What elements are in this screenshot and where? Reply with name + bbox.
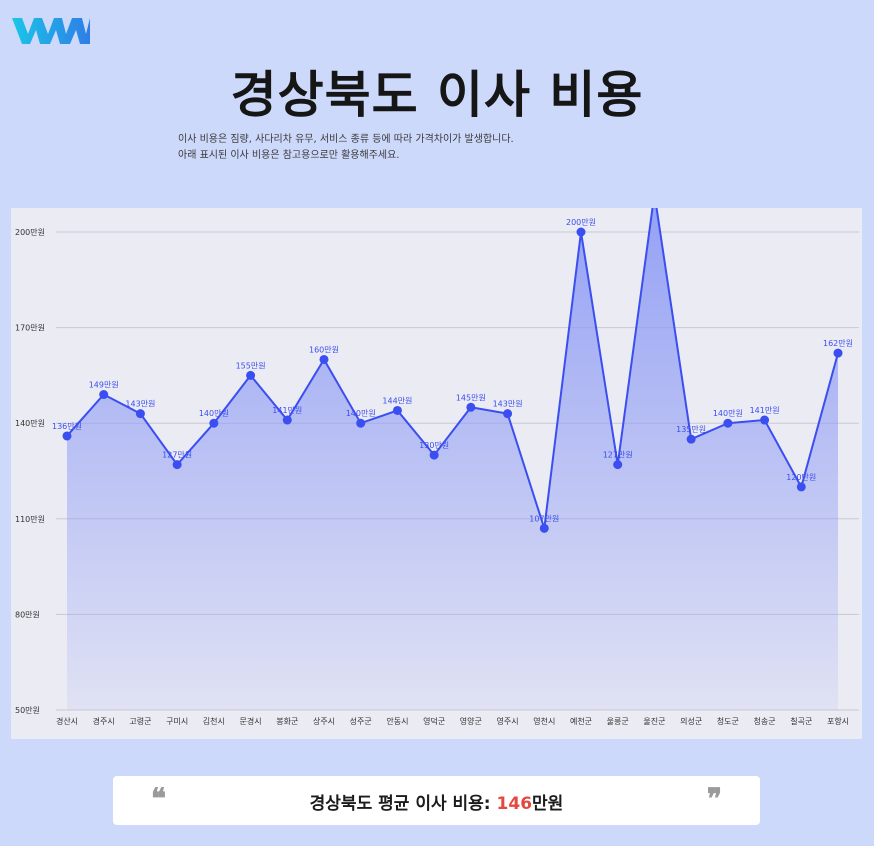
data-label: 140만원 bbox=[713, 409, 743, 418]
x-tick-label: 영주시 bbox=[497, 716, 519, 726]
x-tick-label: 문경시 bbox=[240, 716, 262, 726]
data-point bbox=[209, 418, 219, 428]
x-tick-label: 영천시 bbox=[533, 716, 555, 726]
data-label: 127만원 bbox=[162, 451, 192, 460]
data-point bbox=[356, 418, 366, 428]
data-point bbox=[135, 409, 145, 419]
series-line bbox=[66, 208, 839, 529]
data-point bbox=[503, 409, 513, 419]
average-value: 146 bbox=[496, 794, 533, 814]
description: 이사 비용은 짐량, 사다리차 유무, 서비스 종류 등에 따라 가격차이가 발… bbox=[178, 132, 514, 164]
data-point bbox=[576, 227, 586, 237]
data-label: 155만원 bbox=[236, 361, 266, 370]
x-tick-label: 구미시 bbox=[166, 717, 188, 726]
data-point bbox=[613, 460, 623, 470]
data-label: 143만원 bbox=[493, 400, 523, 409]
average-cost-box: ❝ 경상북도 평균 이사 비용: 146만원 ❞ bbox=[113, 776, 760, 825]
data-point bbox=[246, 370, 256, 380]
data-point bbox=[760, 415, 770, 425]
close-quote-icon: ❞ bbox=[706, 782, 722, 815]
y-tick-label: 200만원 bbox=[15, 228, 45, 237]
x-tick-label: 안동시 bbox=[386, 716, 408, 726]
average-label: 경상북도 평균 이사 비용: bbox=[309, 794, 491, 814]
x-tick-label: 봉화군 bbox=[276, 717, 298, 726]
data-point bbox=[172, 460, 182, 470]
y-tick-label: 170만원 bbox=[15, 324, 45, 333]
y-tick-label: 50만원 bbox=[15, 706, 40, 715]
x-tick-label: 울진군 bbox=[643, 716, 665, 726]
description-line: 이사 비용은 짐량, 사다리차 유무, 서비스 종류 등에 따라 가격차이가 발… bbox=[178, 134, 514, 145]
data-label: 143만원 bbox=[125, 400, 155, 409]
data-label: 107만원 bbox=[529, 514, 559, 523]
data-point bbox=[282, 415, 292, 425]
data-label: 140만원 bbox=[346, 409, 376, 418]
description-line: 아래 표시된 이사 비용은 참고용으로만 활용해주세요. bbox=[178, 150, 400, 161]
data-point bbox=[392, 405, 402, 415]
data-label: 141만원 bbox=[750, 406, 780, 415]
data-point bbox=[319, 354, 329, 364]
x-tick-label: 성주군 bbox=[350, 717, 372, 726]
x-tick-label: 포항시 bbox=[827, 717, 849, 726]
average-cost-text: 경상북도 평균 이사 비용: 146만원 bbox=[113, 789, 760, 814]
data-label: 144만원 bbox=[382, 396, 412, 405]
x-tick-label: 경주시 bbox=[93, 716, 115, 726]
data-point bbox=[723, 418, 733, 428]
x-tick-label: 고령군 bbox=[129, 717, 151, 726]
y-tick-label: 140만원 bbox=[15, 419, 45, 428]
data-label: 160만원 bbox=[309, 345, 339, 354]
series-area bbox=[67, 208, 838, 710]
data-label: 135만원 bbox=[676, 425, 706, 434]
x-tick-label: 청송군 bbox=[754, 717, 776, 726]
x-tick-label: 영덕군 bbox=[423, 716, 445, 726]
y-tick-label: 80만원 bbox=[15, 610, 40, 619]
data-label: 127만원 bbox=[603, 451, 633, 460]
data-point bbox=[99, 390, 109, 400]
open-quote-icon: ❝ bbox=[151, 782, 167, 815]
x-tick-label: 칠곡군 bbox=[790, 717, 812, 726]
data-label: 140만원 bbox=[199, 409, 229, 418]
x-tick-label: 울릉군 bbox=[607, 717, 629, 726]
data-label: 120만원 bbox=[786, 473, 816, 482]
data-label: 200만원 bbox=[566, 218, 596, 227]
data-point bbox=[796, 482, 806, 492]
data-point bbox=[833, 348, 843, 358]
x-tick-label: 김천시 bbox=[203, 716, 225, 726]
x-tick-label: 의성군 bbox=[680, 716, 702, 726]
data-point bbox=[686, 434, 696, 444]
average-unit: 만원 bbox=[532, 794, 564, 814]
x-tick-label: 영양군 bbox=[460, 716, 482, 726]
data-point bbox=[466, 402, 476, 412]
y-tick-label: 110만원 bbox=[15, 515, 45, 524]
page-title: 경상북도 이사 비용 bbox=[230, 66, 644, 124]
data-label: 130만원 bbox=[419, 441, 449, 450]
data-point bbox=[539, 523, 549, 533]
data-point bbox=[62, 431, 72, 441]
data-label: 136만원 bbox=[52, 422, 82, 431]
x-tick-label: 청도군 bbox=[717, 717, 739, 726]
data-label: 145만원 bbox=[456, 393, 486, 402]
x-tick-label: 예천군 bbox=[570, 716, 592, 726]
data-point bbox=[429, 450, 439, 460]
data-label: 149만원 bbox=[89, 381, 119, 390]
x-tick-label: 상주시 bbox=[313, 716, 335, 726]
x-tick-label: 경산시 bbox=[56, 716, 78, 726]
data-label: 141만원 bbox=[272, 406, 302, 415]
brand-logo bbox=[10, 10, 92, 50]
data-label: 162만원 bbox=[823, 339, 853, 348]
